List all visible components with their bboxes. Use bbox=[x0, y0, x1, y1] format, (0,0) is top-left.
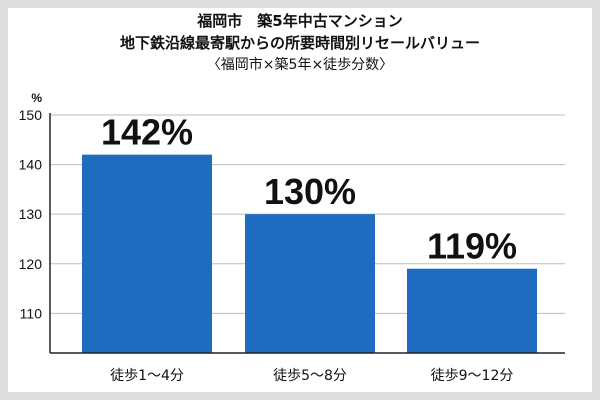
chart-title-line-1: 福岡市 築5年中古マンション bbox=[197, 12, 403, 30]
data-label: 130% bbox=[264, 171, 356, 212]
data-label: 119% bbox=[427, 226, 517, 267]
y-tick-label: 140 bbox=[19, 157, 43, 173]
x-tick-label: 徒歩1〜4分 bbox=[110, 368, 184, 384]
chart-title-block: 福岡市 築5年中古マンション 地下鉄沿線最寄駅からの所要時間別リセールバリュー … bbox=[0, 10, 600, 76]
chart-title-line-2: 地下鉄沿線最寄駅からの所要時間別リセールバリュー bbox=[119, 34, 480, 52]
bar bbox=[245, 214, 375, 353]
y-unit-label: % bbox=[31, 91, 42, 105]
x-tick-label: 徒歩5〜8分 bbox=[273, 368, 347, 384]
y-tick-label: 120 bbox=[19, 256, 43, 272]
y-tick-label: 110 bbox=[20, 305, 43, 321]
y-tick-label: 130 bbox=[19, 206, 43, 222]
y-tick-label: 150 bbox=[19, 107, 43, 123]
bar bbox=[407, 268, 537, 353]
chart-title-line-3: 〈福岡市×築5年×徒歩分数〉 bbox=[206, 57, 394, 73]
data-label: 142% bbox=[101, 112, 193, 153]
x-tick-label: 徒歩9〜12分 bbox=[431, 368, 514, 384]
bar bbox=[82, 154, 212, 353]
